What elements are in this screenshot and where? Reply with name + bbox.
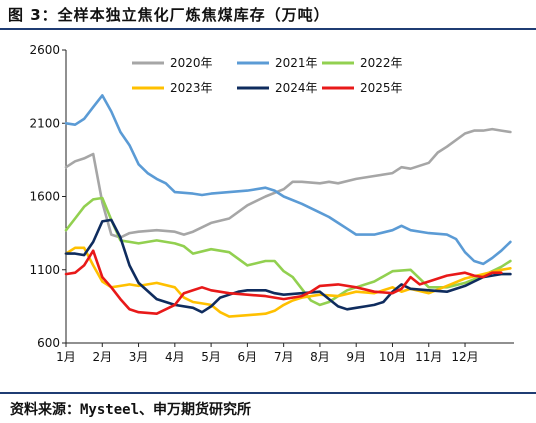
x-tick-label: 10月 <box>379 350 406 364</box>
x-tick-label: 3月 <box>129 350 149 364</box>
x-tick-label: 2月 <box>92 350 112 364</box>
source-divider <box>0 392 536 394</box>
chart-series <box>64 94 512 318</box>
x-tick-label: 9月 <box>346 350 366 364</box>
series-line-2024年 <box>64 218 512 314</box>
legend-label: 2022年 <box>360 56 403 70</box>
x-tick-label: 8月 <box>310 350 330 364</box>
y-tick-label: 1100 <box>29 263 60 277</box>
legend-label: 2021年 <box>275 56 318 70</box>
chart-axes: 600 1100 1600 2100 2600 1月 2月 3月 4月 5月 6月 7月 8月 9月 10月… <box>29 43 514 364</box>
line-chart: 600 1100 1600 2100 2600 1月 2月 3月 4月 5月 6月 7月 8月 9月 10月… <box>29 43 514 364</box>
series-line-2023年 <box>64 246 512 318</box>
x-tick-label: 11月 <box>415 350 442 364</box>
chart-legend: 2020年 2021年 2022年 2023年 2024年 2025年 <box>132 56 403 95</box>
legend-label: 2023年 <box>170 81 213 95</box>
x-tick-label: 6月 <box>238 350 258 364</box>
series-line-2021年 <box>64 94 512 266</box>
x-tick-label: 5月 <box>201 350 221 364</box>
source-note: 资料来源：Mysteel、申万期货研究所 <box>10 402 252 418</box>
x-tick-label: 1月 <box>56 350 76 364</box>
series-line-2020年 <box>64 127 512 239</box>
legend-label: 2025年 <box>360 81 403 95</box>
chart-title: 图 3：全样本独立焦化厂炼焦煤库存（万吨） <box>8 6 330 24</box>
legend-label: 2024年 <box>275 81 318 95</box>
x-tick-label: 4月 <box>165 350 185 364</box>
y-tick-label: 2100 <box>29 116 60 130</box>
x-tick-label: 12月 <box>451 350 478 364</box>
y-tick-label: 1600 <box>29 190 60 204</box>
series-line-2025年 <box>64 249 503 315</box>
x-tick-label: 7月 <box>274 350 294 364</box>
y-tick-label: 2600 <box>29 43 60 57</box>
title-divider <box>0 28 536 30</box>
series-line-2022年 <box>64 196 512 307</box>
y-tick-label: 600 <box>37 336 60 350</box>
legend-label: 2020年 <box>170 56 213 70</box>
